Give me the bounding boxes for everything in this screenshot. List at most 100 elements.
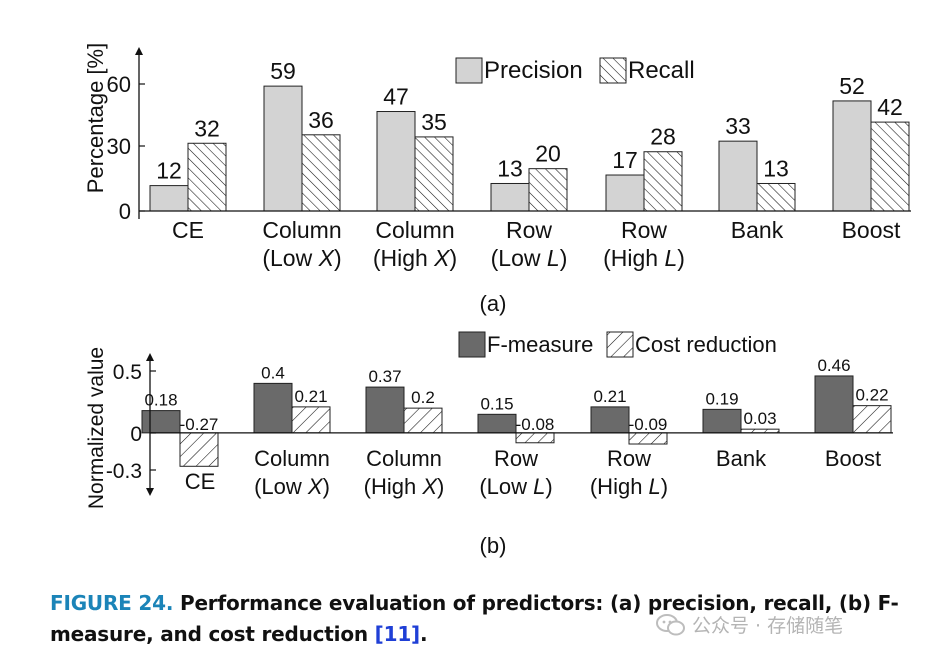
bar-b-cost-reduction-2	[403, 407, 443, 434]
category-label-2-0: Column	[375, 217, 454, 243]
bar-a-precision-2	[376, 111, 416, 212]
bar-a-precision-1	[263, 85, 303, 212]
subfigure-label: (a)	[480, 291, 507, 316]
value-label-a-0-0: 12	[156, 158, 182, 184]
chart-b-fmeasure-cost: 0.18 0.4 0.37 0.15 0.21 0.19 0.46 -0.27 0.21 0.2 -…	[85, 331, 893, 558]
bar-b-cost-reduction-6	[852, 405, 892, 434]
value-label-b-1-4: -0.09	[629, 415, 668, 434]
y-tick-label-1: 30	[107, 134, 131, 159]
caption-text: Performance evaluation of predictors: (a…	[50, 591, 899, 646]
legend-swatch-f-measure	[458, 331, 486, 358]
subfigure-label: (b)	[480, 533, 507, 558]
bar-b-f-measure-1	[253, 382, 293, 434]
value-label-a-1-3: 20	[535, 141, 561, 167]
bar-a-precision-0	[149, 185, 189, 212]
y-axis-arrow-up	[135, 47, 143, 55]
bar-a-recall-0	[187, 142, 227, 212]
value-label-b-1-0: -0.27	[180, 415, 219, 434]
watermark-text: 公众号 · 存储随笔	[692, 615, 844, 637]
value-label-a-0-5: 33	[725, 113, 751, 139]
category-label-0-0: CE	[172, 217, 204, 243]
figure-caption: FIGURE 24. Performance evaluation of pre…	[50, 588, 900, 650]
value-label-b-0-0: 0.18	[144, 391, 177, 410]
value-label-b-1-6: 0.22	[855, 386, 888, 405]
wechat-icon	[656, 614, 685, 636]
value-label-a-1-1: 36	[308, 107, 334, 133]
value-label-b-0-2: 0.37	[368, 367, 401, 386]
bar-b-f-measure-5	[702, 408, 742, 434]
value-label-a-1-4: 28	[650, 124, 676, 150]
y-axis-arrow-up	[146, 353, 154, 361]
legend-label-precision: Precision	[484, 57, 583, 84]
category-label-2-1: (High X)	[364, 474, 445, 499]
bar-a-precision-5	[718, 140, 758, 212]
category-label-6-0: Boost	[825, 446, 881, 471]
bar-a-recall-4	[643, 151, 683, 212]
value-label-a-0-4: 17	[612, 147, 638, 173]
bar-b-cost-reduction-0	[179, 432, 219, 467]
category-label-3-0: Row	[506, 217, 552, 243]
category-label-4-1: (High L)	[603, 245, 685, 271]
bar-b-f-measure-0	[141, 410, 181, 434]
bar-a-recall-5	[756, 182, 796, 212]
value-label-b-1-2: 0.2	[411, 388, 435, 407]
value-label-a-1-6: 42	[877, 94, 903, 120]
bar-b-cost-reduction-1	[291, 406, 331, 434]
category-label-5-0: Bank	[731, 217, 784, 243]
bar-b-cost-reduction-3	[515, 432, 555, 444]
y-axis-label: Normalized value	[85, 347, 108, 509]
legend-swatch-precision	[455, 57, 483, 84]
value-label-a-0-6: 52	[839, 73, 865, 99]
value-label-b-1-3: -0.08	[516, 415, 555, 434]
bar-b-f-measure-3	[477, 413, 517, 434]
category-label-3-1: (Low L)	[491, 245, 568, 271]
category-label-2-0: Column	[366, 446, 442, 471]
caption-reference-link[interactable]: [11]	[374, 622, 421, 646]
caption-end: .	[420, 622, 428, 646]
bar-a-precision-3	[490, 182, 530, 212]
bar-a-recall-3	[528, 168, 568, 212]
category-label-1-0: Column	[262, 217, 341, 243]
value-label-a-1-5: 13	[763, 155, 789, 181]
bar-b-f-measure-4	[590, 406, 630, 434]
value-label-a-0-1: 59	[270, 58, 296, 84]
category-label-2-1: (High X)	[373, 245, 457, 271]
y-tick-label-1: 0	[130, 423, 142, 446]
value-label-a-1-0: 32	[194, 115, 220, 141]
y-axis-arrow-down	[146, 488, 154, 496]
bar-b-f-measure-6	[814, 375, 854, 434]
value-label-b-1-1: 0.21	[294, 387, 327, 406]
category-label-5-0: Bank	[716, 446, 767, 471]
value-label-b-1-5: 0.03	[743, 409, 776, 428]
y-tick-label-2: 0	[119, 199, 131, 224]
bar-a-recall-1	[301, 134, 341, 212]
category-label-1-0: Column	[254, 446, 330, 471]
value-label-b-0-5: 0.19	[705, 389, 738, 408]
value-label-a-0-2: 47	[383, 84, 409, 110]
y-tick-label-2: -0.3	[106, 460, 142, 483]
value-label-b-0-1: 0.4	[261, 363, 285, 382]
legend-label-recall: Recall	[628, 57, 695, 84]
y-tick-label-0: 0.5	[113, 361, 142, 384]
bar-a-recall-6	[870, 121, 910, 212]
value-label-b-0-3: 0.15	[480, 394, 513, 413]
bar-a-recall-2	[414, 136, 454, 212]
figure-canvas: 12 59 47 13 17 33 52 32 36 35 20 28 13 42 60 30 0 Percent…	[83, 43, 911, 558]
legend-label-cost-reduction: Cost reduction	[635, 332, 777, 357]
bar-b-f-measure-2	[365, 386, 405, 434]
category-label-3-0: Row	[494, 446, 538, 471]
caption-label: FIGURE 24.	[50, 591, 174, 615]
y-axis-label: Percentage [%]	[83, 43, 108, 193]
watermark: 公众号 · 存储随笔	[656, 611, 843, 638]
value-label-b-0-6: 0.46	[817, 356, 850, 375]
value-label-b-0-4: 0.21	[593, 387, 626, 406]
value-label-a-1-2: 35	[421, 109, 447, 135]
bar-b-cost-reduction-4	[628, 432, 668, 445]
category-label-1-1: (Low X)	[262, 245, 341, 271]
category-label-3-1: (Low L)	[479, 474, 552, 499]
category-label-1-1: (Low X)	[254, 474, 330, 499]
chart-a-precision-recall: 12 59 47 13 17 33 52 32 36 35 20 28 13 42 60 30 0 Percent…	[83, 43, 911, 316]
bar-a-precision-4	[605, 174, 645, 212]
legend-swatch-cost-reduction	[606, 331, 634, 358]
legend-swatch-recall	[599, 57, 627, 84]
